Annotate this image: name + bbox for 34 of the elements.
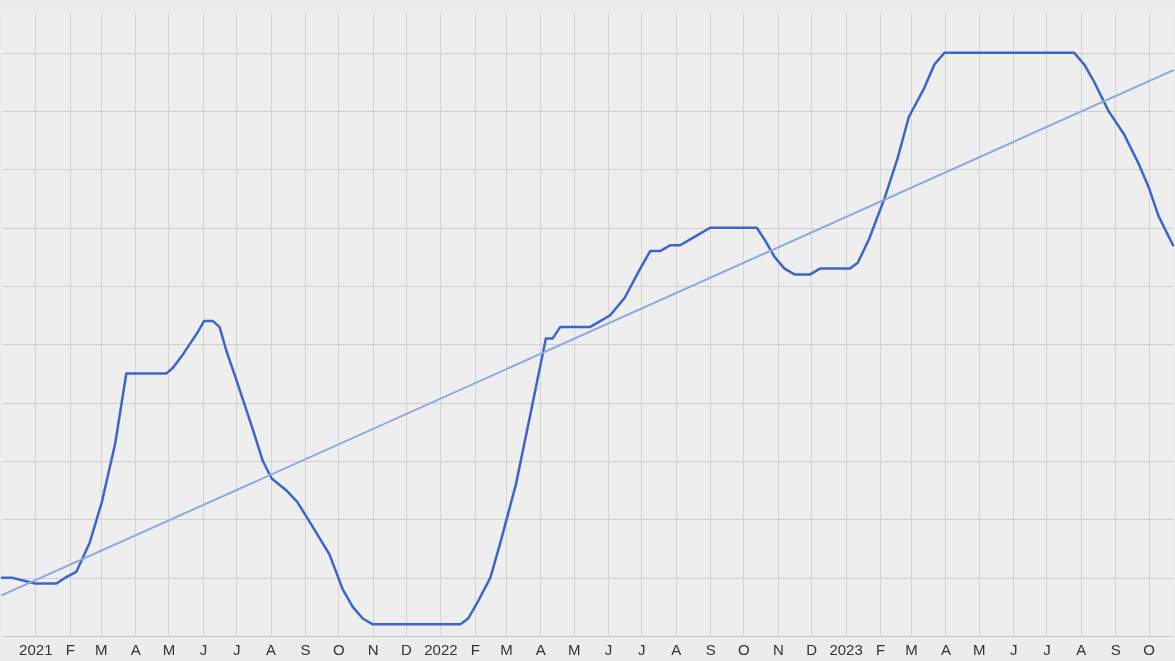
- x-tick-label: S: [1110, 640, 1121, 658]
- x-tick-label: A: [266, 640, 277, 658]
- x-tick-label: M: [567, 640, 581, 658]
- x-tick-label: M: [162, 640, 176, 658]
- x-tick-label: D: [401, 640, 413, 658]
- x-tick-label: A: [1076, 640, 1087, 658]
- x-tick-label: 2022: [424, 640, 458, 658]
- x-tick-label: F: [65, 640, 75, 658]
- x-tick-label: S: [300, 640, 311, 658]
- x-tick-label: J: [1009, 640, 1018, 658]
- x-tick-label: J: [638, 640, 646, 658]
- x-tick-label: M: [500, 640, 513, 658]
- x-tick-label: D: [806, 640, 818, 658]
- x-tick-label: O: [738, 640, 750, 658]
- x-tick-label: F: [470, 640, 480, 658]
- x-tick-label: N: [772, 640, 784, 658]
- x-tick-label: F: [875, 640, 886, 658]
- x-tick-label: O: [332, 640, 345, 658]
- x-tick-label: A: [671, 640, 682, 658]
- x-tick-label: M: [973, 640, 986, 658]
- x-tick-label: S: [705, 640, 716, 658]
- x-tick-label: N: [367, 640, 379, 658]
- x-tick-label: M: [905, 640, 918, 658]
- x-tick-label: A: [940, 640, 951, 658]
- x-tick-label: J: [1043, 640, 1051, 658]
- x-tick-label: J: [604, 640, 613, 658]
- x-tick-label: 2021: [19, 640, 53, 658]
- x-tick-label: A: [535, 640, 546, 658]
- x-tick-label: 2023: [829, 640, 863, 658]
- x-tick-label: O: [1143, 640, 1155, 658]
- x-tick-label: J: [232, 640, 241, 658]
- x-tick-label: A: [130, 640, 141, 658]
- x-tick-label: M: [95, 640, 108, 658]
- x-tick-label: J: [199, 640, 208, 658]
